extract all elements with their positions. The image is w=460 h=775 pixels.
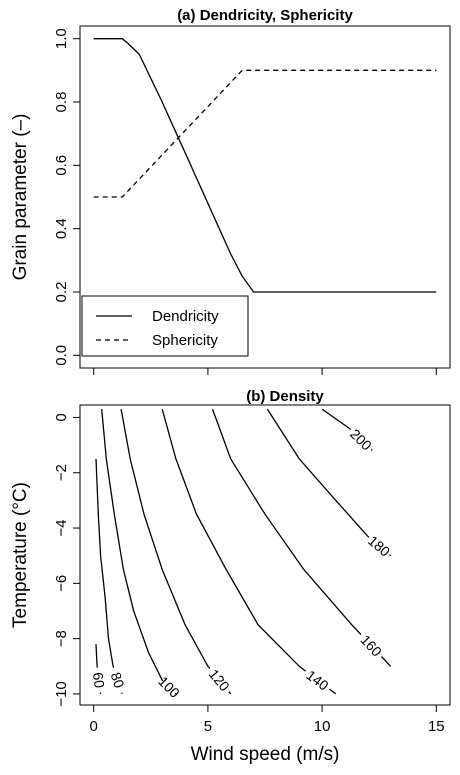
contour-line-60 (95, 644, 102, 694)
contour-line-80 (95, 458, 123, 695)
legend-box (81, 295, 249, 357)
panel-b-axes: 0 −2 −4 −6 −8 −10 0 5 10 15 (53, 413, 445, 735)
contour-line-100 (101, 409, 177, 695)
panel-b-title: (b) Density (246, 388, 324, 405)
contour-label-180: 180 (365, 532, 393, 559)
panel-a-plot-frame (79, 25, 451, 369)
contour-label-100: 100 (155, 673, 183, 701)
y-tick-label: −10 (53, 681, 70, 706)
contour-label-140: 140 (303, 667, 331, 694)
panel-b-x-axis-label: Wind speed (m/s) (191, 744, 340, 765)
contour-label-120: 120 (206, 666, 233, 694)
y-tick-label: −6 (53, 575, 70, 592)
y-tick-label: 0.6 (53, 155, 70, 176)
y-tick-label: −4 (53, 519, 70, 536)
y-tick-label: 1.0 (53, 28, 70, 49)
series-line-dendricity (93, 38, 437, 293)
x-tick-label: 10 (314, 718, 331, 735)
panel-b-y-axis-label: Temperature (°C) (10, 482, 31, 628)
contour-line-200 (321, 408, 373, 452)
y-tick-label: 0.8 (53, 92, 70, 113)
panel-a-series (93, 38, 437, 293)
y-tick-label: 0.2 (53, 282, 70, 303)
y-tick-label: 0.0 (53, 345, 70, 366)
panel-a-title: (a) Dendricity, Sphericity (177, 7, 353, 24)
panel-a-dendricity-sphericity: (a) Dendricity, Sphericity 0.00.20.40.60… (10, 7, 451, 375)
panel-b-contours: 60 80 100 120 140 160 180 200 (90, 408, 393, 701)
panel-a-axes: 0.0 0.2 0.4 0.6 0.8 1.0 (53, 28, 437, 375)
panel-a-y-axis-label: Grain parameter (–) (10, 114, 31, 281)
y-tick-label: 0.4 (53, 218, 70, 239)
x-tick-label: 0 (90, 718, 98, 735)
panel-a-legend: Dendricity Sphericity (81, 295, 249, 357)
series-line-sphericity (93, 69, 437, 198)
contour-label-200: 200 (347, 426, 375, 454)
x-tick-label: 5 (204, 718, 212, 735)
contour-line-140 (161, 408, 337, 695)
y-tick-label: −8 (53, 630, 70, 647)
panel-b-plot-frame (79, 404, 451, 706)
legend-label: Dendricity (152, 308, 219, 325)
contour-line-160 (211, 408, 392, 667)
legend-label: Sphericity (152, 332, 218, 349)
y-tick-label: 0 (53, 413, 70, 421)
x-tick-label: 15 (428, 718, 445, 735)
contour-line-180 (266, 408, 392, 557)
contour-label-160: 160 (357, 632, 385, 660)
contour-line-120 (120, 408, 232, 695)
y-tick-label: −2 (53, 464, 70, 481)
contour-label-80: 80 (108, 670, 128, 690)
contour-label-60: 60 (90, 671, 108, 689)
